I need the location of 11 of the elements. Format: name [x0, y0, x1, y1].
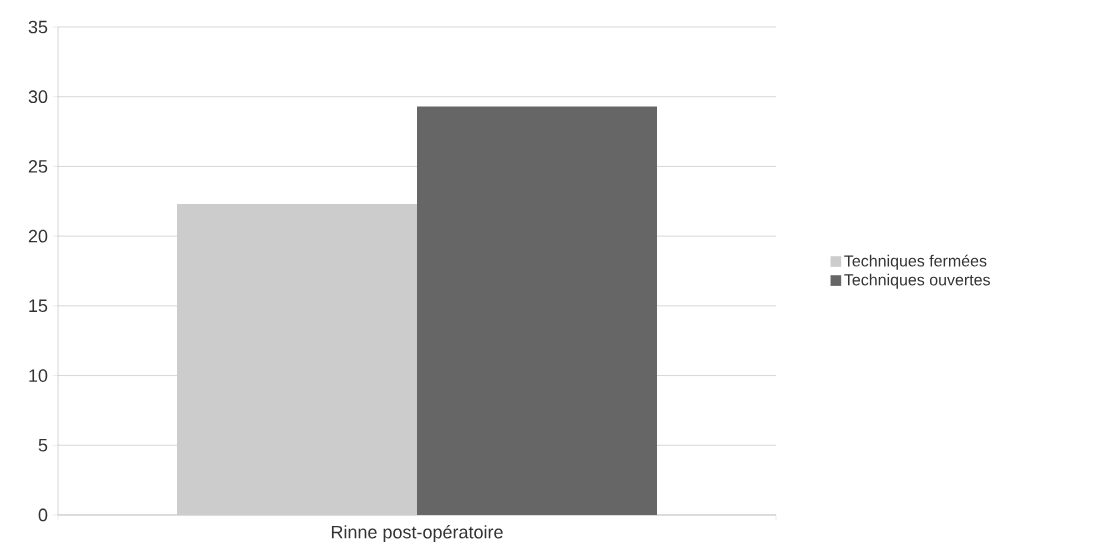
y-tick-label: 20: [28, 229, 48, 243]
legend-label: Techniques fermées: [844, 254, 987, 270]
y-tick-label: 10: [29, 369, 48, 382]
legend-label: Techniques ouvertes: [844, 273, 990, 289]
y-tick-label: 5: [38, 439, 48, 452]
y-tick-label: 35: [28, 20, 48, 34]
y-tick-label: 30: [28, 90, 48, 104]
y-tick-label: 25: [28, 160, 48, 173]
y-tick-label: 15: [29, 299, 48, 313]
y-tick-label: 0: [38, 508, 48, 522]
x-tick-label: Rinne post-opératoire: [331, 525, 503, 543]
